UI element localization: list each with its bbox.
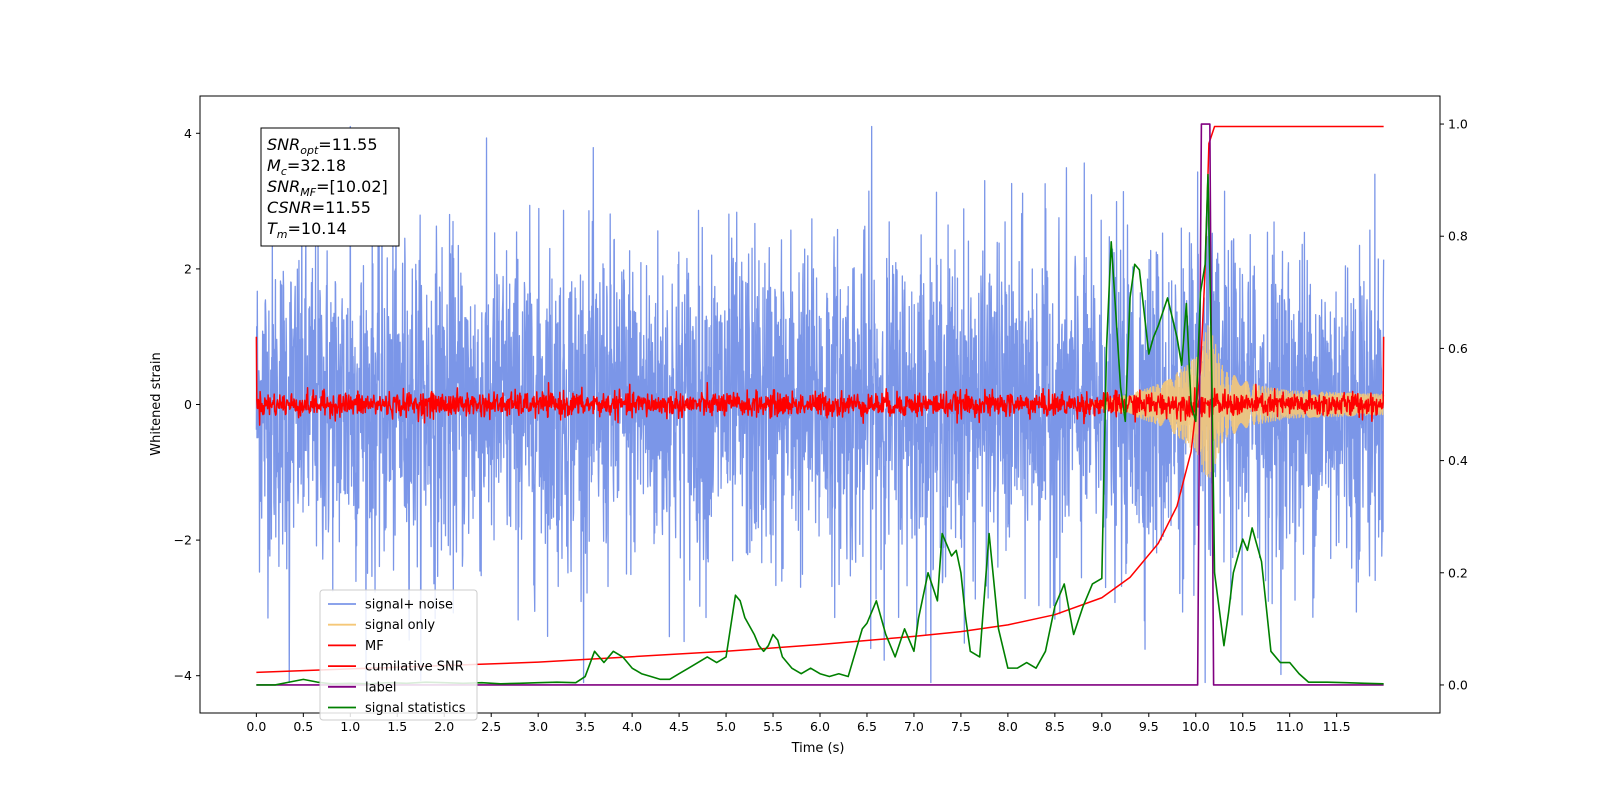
x-tick-label: 3.0 — [528, 719, 548, 734]
y2-tick-label: 0.0 — [1448, 677, 1468, 692]
y-tick-label: −4 — [174, 668, 192, 683]
y2-tick-label: 0.2 — [1448, 565, 1468, 580]
x-tick-label: 9.5 — [1139, 719, 1159, 734]
y2-axis-ticks: 0.0 0.2 0.4 0.6 0.8 1.0 — [1440, 117, 1468, 692]
x-tick-label: 6.0 — [810, 719, 830, 734]
y-tick-label: 0 — [184, 397, 192, 412]
x-axis-ticks: 0.0 0.5 1.0 1.5 2.0 2.5 3.0 3.5 4.0 4.5 5.0 5.5 6.0 6… — [246, 713, 1351, 734]
info-line: Mc=32.18 — [267, 156, 346, 178]
x-tick-label: 4.0 — [622, 719, 642, 734]
info-line: SNRMF=[10.02] — [267, 177, 388, 199]
x-axis-label: Time (s) — [791, 741, 845, 756]
y-tick-label: 4 — [184, 126, 192, 141]
legend-label: cumilative SNR — [365, 660, 464, 675]
x-tick-label: 0.0 — [246, 719, 266, 734]
series-line-label — [256, 123, 1384, 686]
x-tick-label: 2.5 — [481, 719, 501, 734]
x-tick-label: 7.0 — [904, 719, 924, 734]
info-line: SNRopt=11.55 — [267, 135, 378, 157]
x-tick-label: 11.0 — [1276, 719, 1304, 734]
x-tick-label: 10.5 — [1229, 719, 1257, 734]
x-tick-label: 10.0 — [1182, 719, 1210, 734]
x-tick-label: 11.5 — [1323, 719, 1351, 734]
series-layer — [255, 123, 1385, 686]
legend-label: signal only — [365, 618, 435, 633]
info-box: SNRopt=11.55Mc=32.18SNRMF=[10.02]CSNR=11… — [260, 127, 400, 247]
legend: signal+ noise signal only MF cumilative SNR… — [319, 589, 478, 721]
y2-tick-label: 0.6 — [1448, 341, 1468, 356]
x-tick-label: 5.0 — [716, 719, 736, 734]
legend-label: signal statistics — [365, 701, 466, 716]
x-tick-label: 3.5 — [575, 719, 595, 734]
x-tick-label: 1.0 — [340, 719, 360, 734]
legend-label: MF — [365, 639, 384, 654]
series-line-signal-noise — [255, 125, 1385, 684]
x-tick-label: 1.5 — [387, 719, 407, 734]
x-tick-label: 9.0 — [1092, 719, 1112, 734]
x-tick-label: 0.5 — [293, 719, 313, 734]
y-axis-label: Whitened strain — [149, 352, 164, 455]
info-line: Tm=10.14 — [267, 219, 347, 241]
x-tick-label: 5.5 — [763, 719, 783, 734]
legend-label: label — [365, 680, 396, 695]
x-tick-label: 7.5 — [951, 719, 971, 734]
y2-tick-label: 1.0 — [1448, 117, 1468, 132]
x-tick-label: 4.5 — [669, 719, 689, 734]
y-axis-ticks: −4 −2 0 2 4 — [174, 126, 200, 683]
y-tick-label: 2 — [184, 261, 192, 276]
y-tick-label: −2 — [174, 533, 192, 548]
x-tick-label: 8.5 — [1045, 719, 1065, 734]
series-line-signal-statistics — [256, 173, 1384, 686]
y2-tick-label: 0.4 — [1448, 453, 1468, 468]
series-line-cumilative-snr — [256, 125, 1384, 674]
x-tick-label: 2.0 — [434, 719, 454, 734]
info-line: CSNR=11.55 — [267, 198, 371, 217]
x-tick-label: 6.5 — [857, 719, 877, 734]
legend-label: signal+ noise — [365, 598, 453, 613]
y2-tick-label: 0.8 — [1448, 229, 1468, 244]
x-tick-label: 8.0 — [998, 719, 1018, 734]
